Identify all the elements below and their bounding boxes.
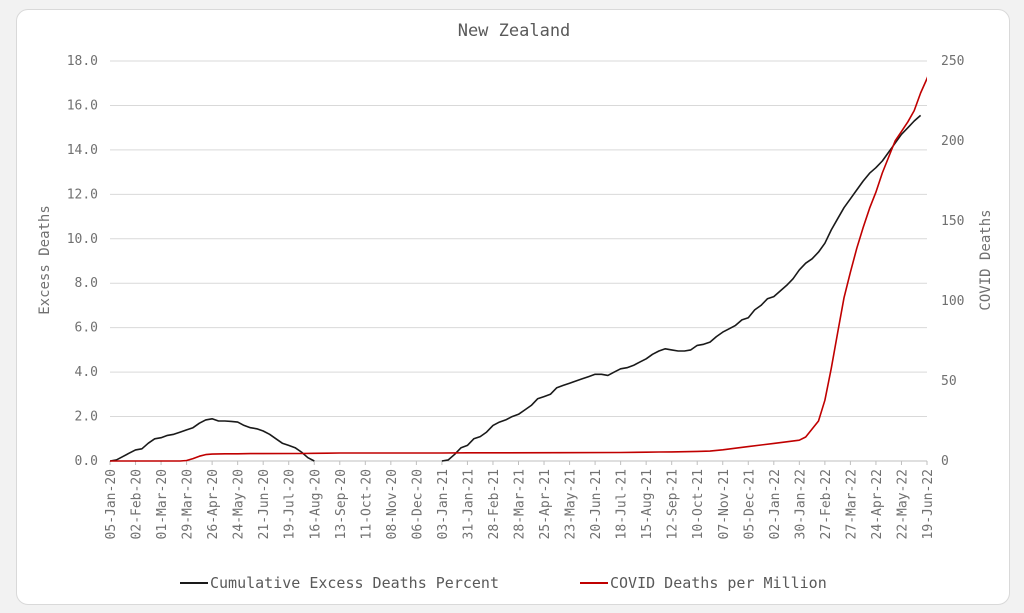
gridlines [110, 60, 927, 462]
series-layer [110, 76, 927, 462]
x-tick-label: 26-Apr-20 [206, 469, 221, 539]
y-axis-right-ticks: 0 50 100 150 200 250 [941, 54, 964, 469]
x-tick-label: 21-Jun-20 [257, 469, 272, 539]
x-tick-label: 05-Jan-20 [104, 469, 119, 539]
x-tick-label: 28-Feb-21 [487, 469, 502, 539]
x-tick-label: 28-Mar-21 [513, 469, 528, 539]
x-tick-label: 19-Jul-20 [283, 469, 298, 539]
x-tick-label: 19-Jun-22 [921, 469, 936, 539]
x-tick-label: 18-Jul-21 [615, 469, 630, 539]
y-tick-left: 2.0 [75, 410, 98, 425]
x-tick-label: 24-Apr-22 [870, 469, 885, 539]
y-tick-right: 0 [941, 454, 949, 469]
y-tick-left: 0.0 [75, 454, 98, 469]
y-tick-right: 250 [941, 54, 964, 69]
x-tick-label: 20-Jun-21 [589, 469, 604, 539]
chart-title: New Zealand [458, 21, 571, 41]
y-tick-right: 150 [941, 214, 964, 229]
series-line-0 [110, 418, 315, 462]
x-tick-label: 29-Mar-20 [181, 469, 196, 539]
y-axis-left-ticks: 0.0 2.0 4.0 6.0 8.0 10.0 12.0 14.0 16.0 18.0 [67, 54, 98, 469]
x-tick-label: 12-Sep-21 [666, 469, 681, 539]
x-tick-label: 01-Mar-20 [155, 469, 170, 539]
x-tick-label: 02-Jan-22 [768, 469, 783, 539]
y-axis-left-label: Excess Deaths [37, 205, 53, 315]
y-tick-left: 16.0 [67, 98, 98, 113]
x-axis-ticks: 05-Jan-20 02-Feb-20 01-Mar-20 29-Mar-20 26-A… [104, 461, 936, 539]
x-tick-label: 27-Feb-22 [819, 469, 834, 539]
x-tick-label: 24-May-20 [232, 469, 247, 539]
x-tick-label: 22-May-22 [895, 469, 910, 539]
legend-label-0: Cumulative Excess Deaths Percent [210, 574, 499, 592]
y-tick-left: 4.0 [75, 365, 98, 380]
y-tick-right: 200 [941, 134, 964, 149]
y-tick-left: 6.0 [75, 321, 98, 336]
legend: Cumulative Excess Deaths Percent COVID De… [180, 574, 827, 592]
x-tick-label: 03-Jan-21 [436, 469, 451, 539]
x-tick-label: 11-Oct-20 [359, 469, 374, 539]
y-axis-right-label: COVID Deaths [978, 209, 994, 310]
series-line-0 [441, 114, 922, 462]
y-tick-left: 8.0 [75, 276, 98, 291]
x-tick-label: 27-Mar-22 [844, 469, 859, 539]
x-tick-label: 16-Aug-20 [308, 469, 323, 539]
y-tick-left: 12.0 [67, 187, 98, 202]
x-tick-label: 02-Feb-20 [130, 469, 145, 539]
x-tick-label: 15-Aug-21 [640, 469, 655, 539]
y-tick-left: 18.0 [67, 54, 98, 69]
legend-label-1: COVID Deaths per Million [610, 574, 827, 592]
y-tick-left: 14.0 [67, 143, 98, 158]
x-tick-label: 10-Oct-21 [691, 469, 706, 539]
x-tick-label: 06-Dec-20 [410, 469, 425, 539]
x-tick-label: 30-Jan-22 [793, 469, 808, 539]
y-tick-right: 100 [941, 294, 964, 309]
series-line-1 [110, 76, 927, 462]
x-tick-label: 07-Nov-21 [717, 469, 732, 539]
x-tick-label: 25-Apr-21 [538, 469, 553, 539]
x-tick-label: 05-Dec-21 [742, 469, 757, 539]
x-tick-label: 13-Sep-20 [334, 469, 349, 539]
y-tick-right: 50 [941, 374, 957, 389]
y-tick-left: 10.0 [67, 232, 98, 247]
chart-card [16, 9, 1010, 605]
x-tick-label: 08-Nov-20 [385, 469, 400, 539]
x-tick-label: 23-May-21 [564, 469, 579, 539]
x-tick-label: 31-Jan-21 [461, 469, 476, 539]
